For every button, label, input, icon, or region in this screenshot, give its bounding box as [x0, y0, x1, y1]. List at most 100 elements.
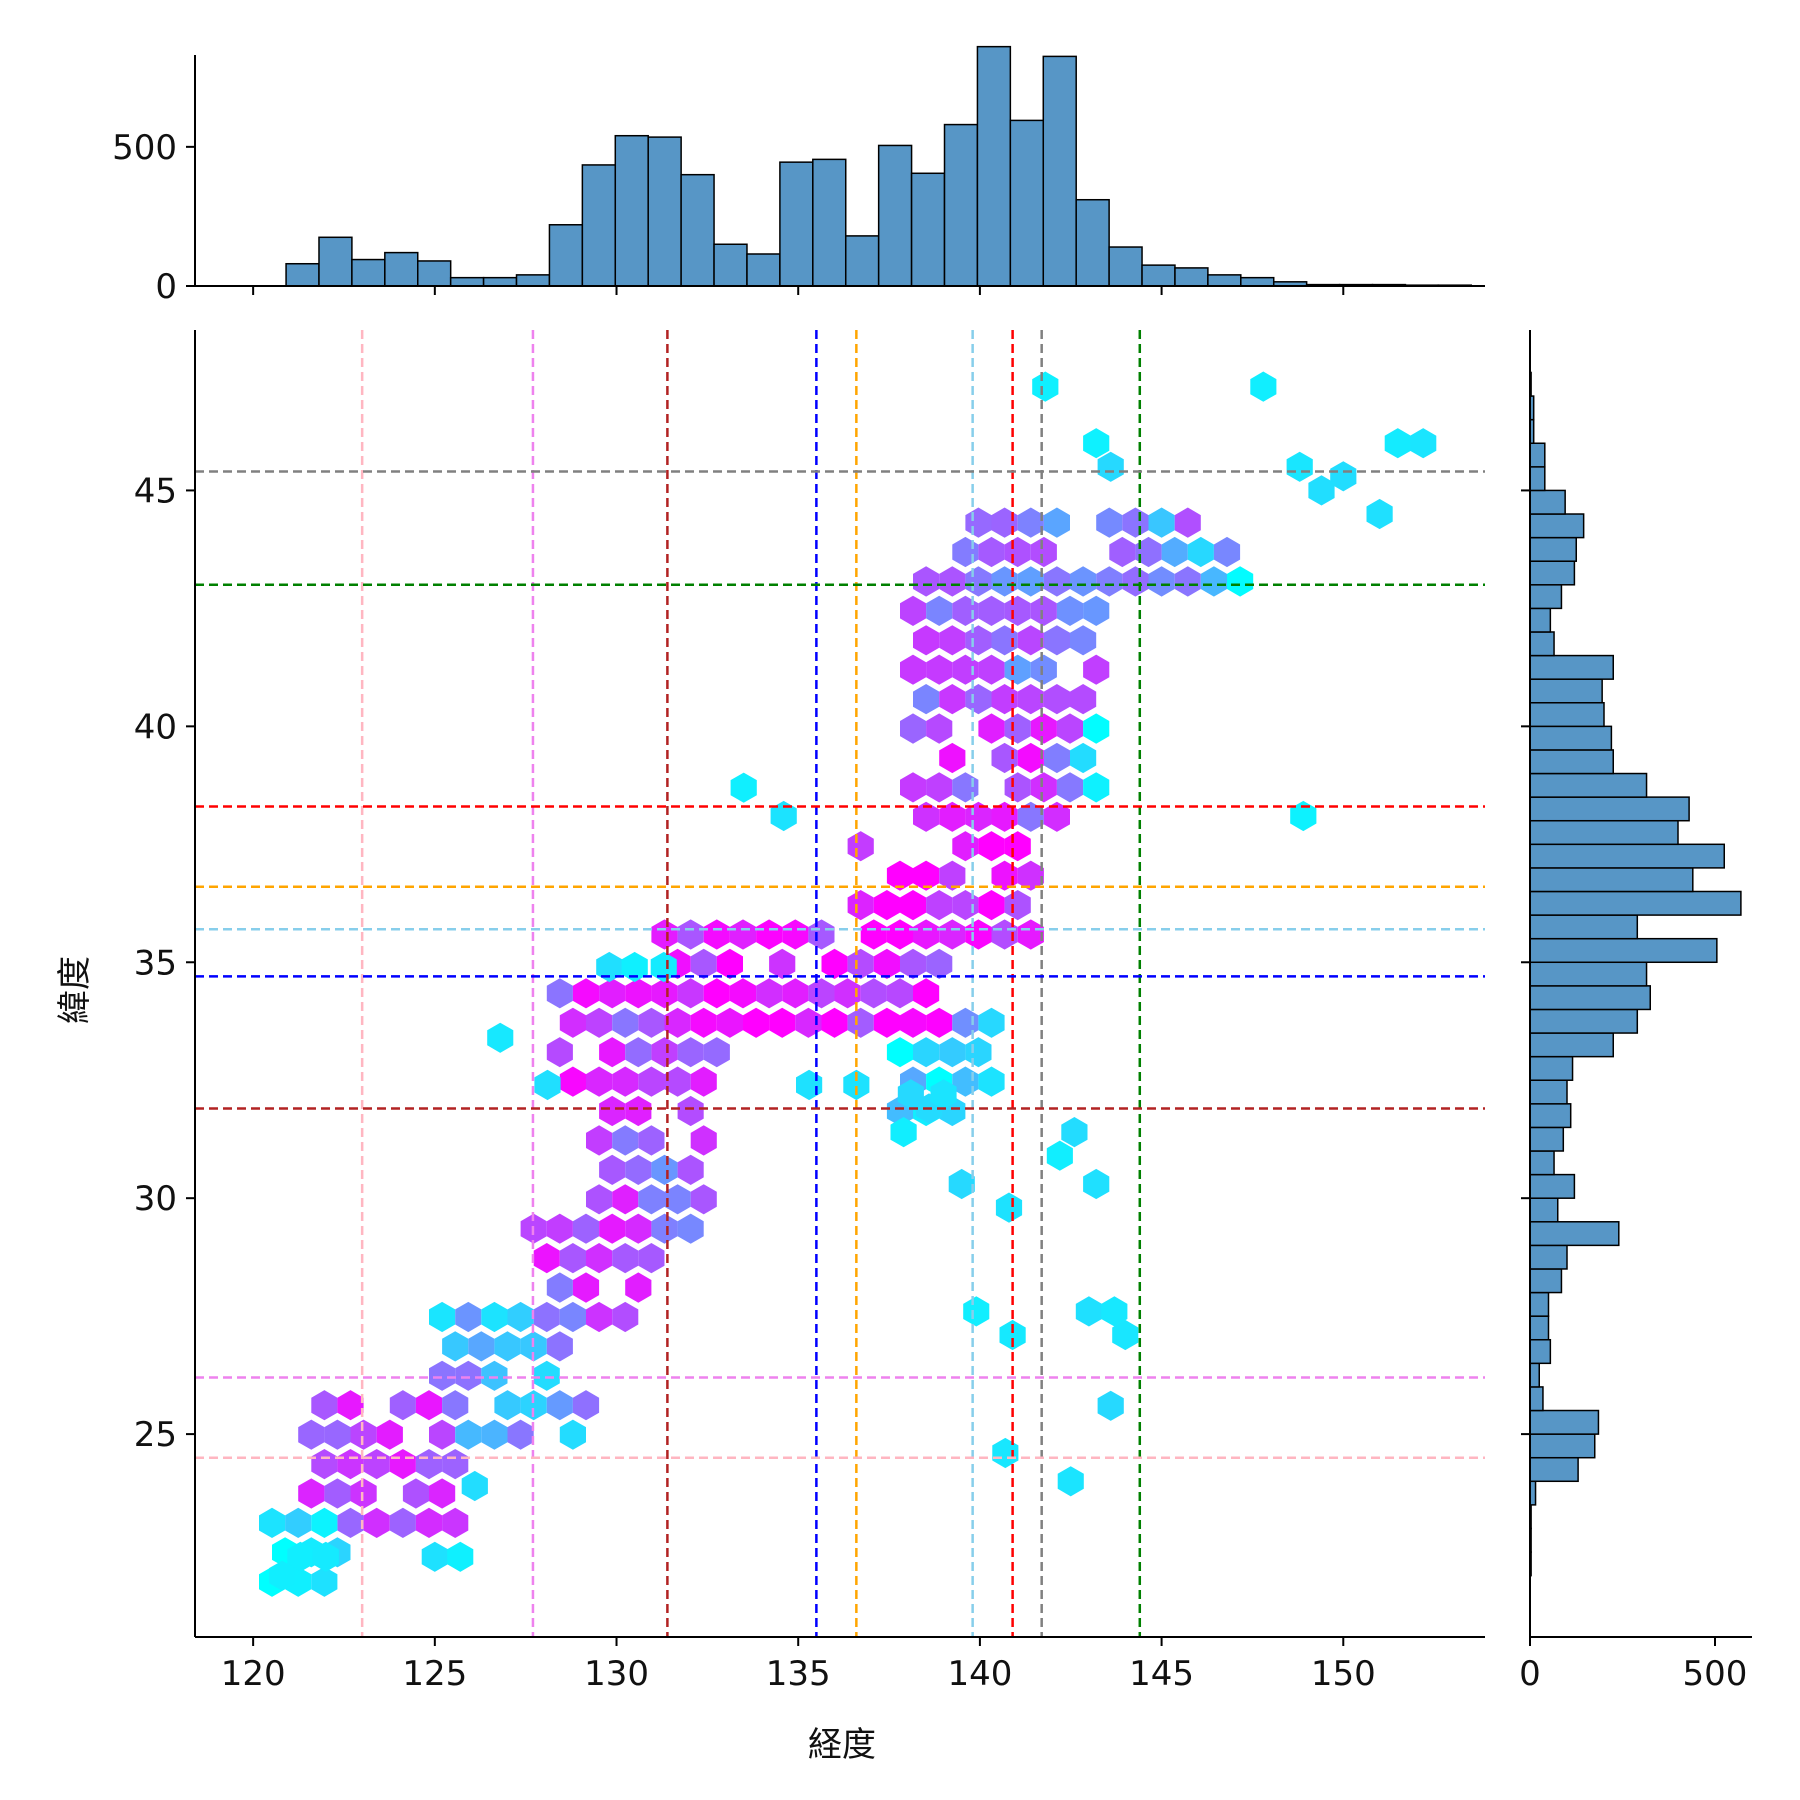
hex-cell — [1043, 566, 1070, 597]
top-hist-bar — [647, 136, 682, 287]
hex-cell — [533, 1301, 560, 1333]
hex-cell — [1056, 595, 1084, 626]
hex-cell — [638, 1066, 665, 1097]
right-hist-bar — [1529, 772, 1648, 798]
hex-cell — [625, 1037, 652, 1068]
hex-cell — [494, 1390, 521, 1421]
hex-cell — [612, 1125, 639, 1156]
hex-cell — [690, 1007, 717, 1038]
hex-cell — [1122, 507, 1149, 538]
hex-cell — [992, 1437, 1019, 1469]
hex-cell — [1057, 1466, 1084, 1497]
top-hist-bar — [614, 134, 649, 287]
hex-cell — [1030, 536, 1057, 568]
hex-cell — [625, 1272, 652, 1303]
right-hist-bar — [1529, 678, 1603, 704]
hex-cell — [913, 801, 940, 832]
hex-cell — [1070, 684, 1097, 715]
right-hist-bar — [1529, 607, 1552, 633]
x-tick-label: 125 — [402, 1654, 467, 1694]
y-tick-label: 35 — [134, 943, 177, 983]
hex-cell — [461, 1470, 488, 1502]
hex-cell — [586, 1125, 613, 1156]
hex-cell — [782, 919, 809, 950]
hex-cell — [1330, 461, 1357, 492]
hex-cell — [455, 1301, 482, 1333]
right-hist-bar — [1529, 1173, 1576, 1199]
right-hist-bar — [1529, 937, 1718, 964]
hex-cell — [415, 1449, 443, 1480]
hex-cell — [1030, 595, 1057, 626]
hex-cell — [847, 831, 874, 862]
hex-cell — [1017, 801, 1044, 832]
x-tick-label: 150 — [1311, 1654, 1376, 1694]
hex-cell — [730, 772, 757, 803]
hex-cell — [1017, 684, 1044, 715]
hex-cell — [546, 1213, 573, 1244]
hex-cell — [664, 1184, 691, 1215]
right-hist-bar — [1529, 466, 1546, 492]
hex-cell — [287, 1541, 314, 1572]
y-axis-label: 緯度 — [55, 956, 95, 1024]
hex-cell — [546, 1037, 573, 1068]
hex-cell — [1135, 536, 1162, 568]
hex-cell — [926, 772, 953, 803]
right-hist-bar — [1529, 513, 1585, 539]
right-hist-bar — [1529, 1032, 1614, 1058]
top-hist-bar — [318, 236, 353, 287]
hex-cell — [1070, 625, 1097, 656]
hex-cell — [1161, 536, 1188, 568]
hex-cell — [1004, 536, 1031, 568]
hex-cell — [873, 890, 900, 921]
hex-cell — [1004, 772, 1031, 803]
right-hist-bar — [1529, 1103, 1572, 1129]
right-hist-bar — [1529, 1221, 1620, 1247]
hex-cell — [690, 1125, 717, 1156]
hex-cell — [621, 951, 648, 983]
hex-cell — [586, 1066, 613, 1097]
right-hist-bar — [1529, 819, 1679, 846]
hex-cell — [1097, 1390, 1124, 1421]
hex-cell — [1017, 566, 1044, 597]
hex-cell — [376, 1419, 403, 1450]
right-hist-bar — [1529, 1197, 1559, 1223]
hex-cell — [1384, 428, 1411, 459]
right-hist-bar — [1529, 1386, 1544, 1412]
right-hist-bar — [1529, 1338, 1552, 1365]
hex-cell — [1043, 801, 1070, 832]
hex-cell — [269, 1560, 296, 1591]
right-hist-bar — [1529, 584, 1563, 610]
top-hist-bar — [844, 235, 880, 287]
hex-cell — [1017, 919, 1044, 950]
hex-cell — [716, 1007, 743, 1038]
hex-cell — [769, 1007, 796, 1038]
hex-cell — [312, 1541, 339, 1572]
hex-cell — [389, 1449, 416, 1480]
hex-cell — [939, 566, 966, 597]
right-hist-bar — [1529, 867, 1694, 893]
hex-cell — [350, 1419, 377, 1450]
hex-cell — [1187, 536, 1214, 568]
hex-cell — [664, 1007, 691, 1038]
hex-cell — [890, 1117, 917, 1148]
hex-cell — [1070, 566, 1097, 597]
reference-lines — [195, 330, 1485, 1637]
hex-cell — [429, 1419, 456, 1450]
hex-cell — [991, 919, 1018, 950]
hex-cell — [991, 860, 1018, 891]
top-hist-tick-label: 0 — [155, 267, 177, 307]
top-hist-bar — [449, 276, 485, 287]
hex-cell — [546, 1272, 573, 1303]
right-hist-bar — [1529, 631, 1555, 657]
hex-cell — [298, 1478, 325, 1509]
hex-cell — [952, 1007, 979, 1038]
hex-cell — [913, 625, 940, 656]
hex-cell — [900, 713, 927, 744]
hex-cell — [821, 948, 848, 979]
right-hist-bar — [1529, 489, 1566, 515]
hex-cell — [1004, 595, 1031, 626]
hexbin-layer — [259, 371, 1437, 1597]
hex-cell — [638, 1007, 665, 1038]
hex-cell — [363, 1449, 390, 1480]
hex-cell — [952, 831, 979, 862]
